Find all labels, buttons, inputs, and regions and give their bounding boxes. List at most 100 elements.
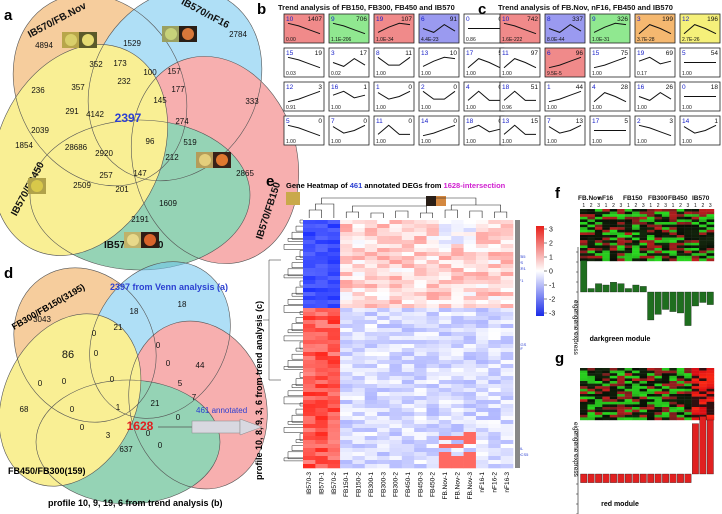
heatmap-e-cell <box>463 424 477 429</box>
f-heat-cell <box>669 222 677 225</box>
heatmap-e-cell <box>364 400 378 405</box>
f-heat-cell <box>624 240 633 243</box>
g-heat-cell <box>654 414 663 418</box>
g-heat-cell <box>647 417 655 421</box>
heatmap-e-cell <box>364 452 378 457</box>
heatmap-e-cell <box>377 364 390 369</box>
heatmap-e-cell <box>401 268 415 273</box>
heatmap-e-cell <box>500 460 514 465</box>
trend-c-cell-7: 7 131.00 <box>544 115 586 146</box>
heatmap-e-cell <box>303 360 316 365</box>
g-heat-cell <box>587 391 596 395</box>
g-heat-cell <box>691 417 700 421</box>
heatmap-e-cell <box>315 336 328 341</box>
trend-c-cell-0: 0 181.00 <box>679 81 721 112</box>
panel-letter-d: d <box>4 265 13 282</box>
heatmap-e-cell <box>438 308 452 313</box>
venn-a-center-count: 2397 <box>115 111 142 125</box>
heatmap-e-cell <box>340 288 353 293</box>
g-heat-cell <box>669 378 677 382</box>
heatmap-e-cell <box>475 228 489 233</box>
g-heat-cell <box>624 396 633 400</box>
heatmap-e-cell <box>303 364 316 369</box>
heatmap-e-cell <box>426 452 440 457</box>
f-heat-cell <box>624 253 633 256</box>
f-heat-cell <box>699 211 707 215</box>
f-heat-cell <box>676 222 685 225</box>
heatmap-e-cell <box>475 388 489 393</box>
trend-b-pvalue: 0.03 <box>286 71 296 77</box>
heatmap-e-cell <box>389 300 403 305</box>
heatmap-e-cell <box>401 428 415 433</box>
heatmap-e-cell <box>377 380 390 385</box>
heatmap-e-cell <box>451 292 464 297</box>
heatmap-e-cell <box>451 404 464 409</box>
f-heat-cell <box>691 209 700 212</box>
heatmap-e-cell <box>438 424 452 429</box>
f-heat-cell <box>661 214 670 217</box>
trend-b-profile-id: 2 <box>421 84 425 91</box>
g-heat-cell <box>580 378 588 382</box>
heatmap-e-cell <box>352 428 366 433</box>
heatmap-e-cell <box>315 224 328 229</box>
module-g-axis-label: eigengene express <box>572 422 579 478</box>
heatmap-e-cell <box>500 416 514 421</box>
f-heat-cell <box>706 237 715 241</box>
heatmap-e-cell <box>327 368 341 373</box>
trend-c-gene-count: 1 <box>714 118 718 125</box>
heatmap-e-cell <box>327 296 341 301</box>
f-heat-cell <box>624 258 633 262</box>
g-heat-cell <box>669 394 677 397</box>
heatmap-e-cell <box>426 412 440 417</box>
trend-b-gene-count: 0 <box>453 84 457 91</box>
heatmap-e-cell <box>414 308 427 313</box>
f-heat-cell <box>609 237 618 241</box>
trend-b-pvalue: 1.00 <box>376 71 386 77</box>
trend-b-trend-line <box>332 57 366 67</box>
heatmap-e-cell <box>352 408 366 413</box>
heatmap-e-cell <box>463 456 477 461</box>
g-heat-cell <box>580 383 588 387</box>
heatmap-e-cell <box>364 428 378 433</box>
heatmap-e-cell <box>488 424 501 429</box>
heatmap-e-cell <box>315 292 328 297</box>
heatmap-e-cell <box>352 244 366 249</box>
heatmap-e-cell <box>463 324 477 329</box>
f-heat-cell <box>609 232 618 236</box>
f-heat-cell <box>639 240 648 243</box>
g-heat-cell <box>654 404 663 408</box>
heatmap-e-cell <box>315 252 328 257</box>
f-heat-cell <box>624 232 633 236</box>
heatmap-e-cell <box>377 300 390 305</box>
heatmap-e-cell <box>352 412 366 417</box>
g-heat-cell <box>691 414 700 418</box>
heatmap-e-cell <box>426 284 440 289</box>
heatmap-e-cell <box>426 372 440 377</box>
trend-c-profile-id: 5 <box>682 50 686 57</box>
f-heat-cell <box>594 237 603 241</box>
heatmap-e-cell <box>463 292 477 297</box>
heatmap-e-cell <box>488 340 501 345</box>
g-heat-cell <box>647 373 655 376</box>
g-heat-cell <box>639 378 648 382</box>
trend-c-pvalue: 9.5E-5 <box>547 71 562 77</box>
heatmap-e-cell <box>463 284 477 289</box>
heatmap-e-cell <box>340 448 353 453</box>
g-heat-cell <box>691 386 700 389</box>
heatmap-e-cell <box>401 336 415 341</box>
f-heat-cell <box>699 219 707 223</box>
heatmap-e-cell <box>340 232 353 237</box>
heatmap-e-cell <box>426 440 440 445</box>
trend-c-profile-id: 15 <box>592 50 600 57</box>
heatmap-e-cell <box>414 432 427 437</box>
f-heat-cell <box>587 235 596 238</box>
trend-c-cell-19: 19 690.17 <box>634 47 676 78</box>
f-heat-cell <box>691 214 700 217</box>
heatmap-e-cell <box>475 464 489 469</box>
heatmap-e-cell <box>475 356 489 361</box>
module-g-bar <box>654 473 662 483</box>
heatmap-e-cell <box>488 396 501 401</box>
f-heat-cell <box>580 232 588 236</box>
panel-letter-c: c <box>478 1 486 18</box>
heatmap-e-cell <box>426 248 440 253</box>
